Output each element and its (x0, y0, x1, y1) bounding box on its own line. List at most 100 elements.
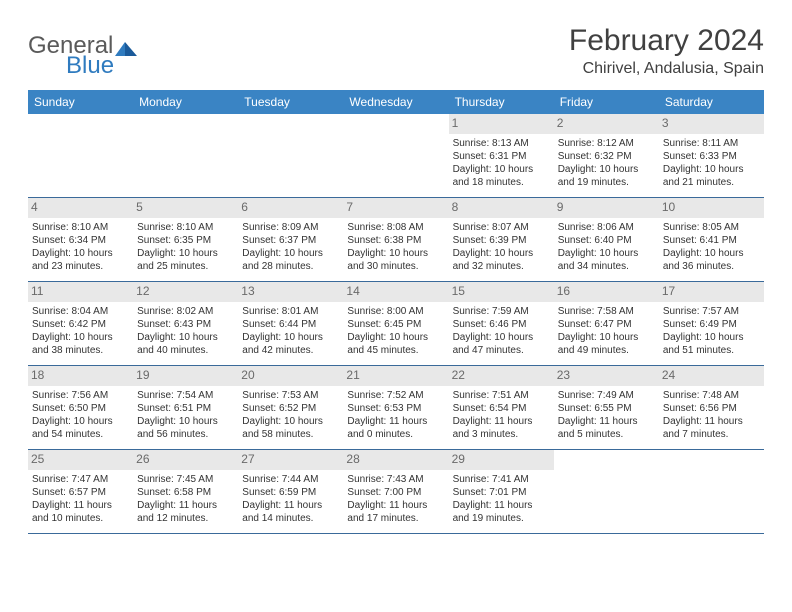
daylight-line: Daylight: 10 hours and 49 minutes. (558, 331, 655, 357)
day-number: 14 (343, 282, 448, 302)
calendar-header-cell: Wednesday (343, 90, 448, 114)
sunset-line: Sunset: 6:38 PM (347, 234, 444, 247)
location-subtitle: Chirivel, Andalusia, Spain (569, 60, 764, 78)
sunset-line: Sunset: 6:31 PM (453, 150, 550, 163)
title-block: February 2024 Chirivel, Andalusia, Spain (569, 24, 764, 78)
day-number: 23 (554, 366, 659, 386)
sunrise-line: Sunrise: 8:12 AM (558, 137, 655, 150)
calendar-header-cell: Thursday (449, 90, 554, 114)
calendar-cell (659, 450, 764, 533)
day-number: 13 (238, 282, 343, 302)
sunset-line: Sunset: 7:01 PM (453, 486, 550, 499)
daylight-line: Daylight: 10 hours and 42 minutes. (242, 331, 339, 357)
calendar-row: 4Sunrise: 8:10 AMSunset: 6:34 PMDaylight… (28, 198, 764, 282)
calendar-cell: 15Sunrise: 7:59 AMSunset: 6:46 PMDayligh… (449, 282, 554, 365)
sunset-line: Sunset: 6:41 PM (663, 234, 760, 247)
sunrise-line: Sunrise: 7:41 AM (453, 473, 550, 486)
calendar-cell: 28Sunrise: 7:43 AMSunset: 7:00 PMDayligh… (343, 450, 448, 533)
calendar-cell (343, 114, 448, 197)
daylight-line: Daylight: 11 hours and 7 minutes. (663, 415, 760, 441)
calendar-cell: 27Sunrise: 7:44 AMSunset: 6:59 PMDayligh… (238, 450, 343, 533)
calendar-cell: 29 Sunrise: 7:41 AMSunset: 7:01 PMDayligh… (449, 450, 554, 533)
sunrise-line: Sunrise: 7:56 AM (32, 389, 129, 402)
daylight-line: Daylight: 10 hours and 58 minutes. (242, 415, 339, 441)
day-number: 4 (28, 198, 133, 218)
day-number: 18 (28, 366, 133, 386)
day-number: 20 (238, 366, 343, 386)
logo: GeneralBlue (28, 24, 137, 80)
daylight-line: Daylight: 11 hours and 3 minutes. (453, 415, 550, 441)
calendar-cell: 6Sunrise: 8:09 AMSunset: 6:37 PMDaylight… (238, 198, 343, 281)
day-number: 25 (28, 450, 133, 470)
daylight-line: Daylight: 10 hours and 36 minutes. (663, 247, 760, 273)
day-number: 26 (133, 450, 238, 470)
calendar-cell: 23Sunrise: 7:49 AMSunset: 6:55 PMDayligh… (554, 366, 659, 449)
sunrise-line: Sunrise: 7:44 AM (242, 473, 339, 486)
sunset-line: Sunset: 6:46 PM (453, 318, 550, 331)
day-number: 3 (659, 114, 764, 134)
sunset-line: Sunset: 6:52 PM (242, 402, 339, 415)
sunrise-line: Sunrise: 7:58 AM (558, 305, 655, 318)
calendar-cell: 20Sunrise: 7:53 AMSunset: 6:52 PMDayligh… (238, 366, 343, 449)
daylight-line: Daylight: 10 hours and 25 minutes. (137, 247, 234, 273)
calendar-cell (554, 450, 659, 533)
day-number: 17 (659, 282, 764, 302)
day-number: 12 (133, 282, 238, 302)
sunset-line: Sunset: 6:32 PM (558, 150, 655, 163)
logo-triangle2-icon (125, 42, 137, 56)
sunrise-line: Sunrise: 8:04 AM (32, 305, 129, 318)
day-number: 29 (449, 450, 554, 470)
daylight-line: Daylight: 10 hours and 56 minutes. (137, 415, 234, 441)
calendar-cell: 9Sunrise: 8:06 AMSunset: 6:40 PMDaylight… (554, 198, 659, 281)
day-number: 21 (343, 366, 448, 386)
sunset-line: Sunset: 6:44 PM (242, 318, 339, 331)
sunset-line: Sunset: 6:37 PM (242, 234, 339, 247)
calendar-grid: SundayMondayTuesdayWednesdayThursdayFrid… (28, 90, 764, 534)
day-number: 9 (554, 198, 659, 218)
calendar-cell: 14Sunrise: 8:00 AMSunset: 6:45 PMDayligh… (343, 282, 448, 365)
sunset-line: Sunset: 6:57 PM (32, 486, 129, 499)
daylight-line: Daylight: 10 hours and 51 minutes. (663, 331, 760, 357)
daylight-line: Daylight: 10 hours and 38 minutes. (32, 331, 129, 357)
sunrise-line: Sunrise: 7:51 AM (453, 389, 550, 402)
day-number: 6 (238, 198, 343, 218)
sunset-line: Sunset: 6:42 PM (32, 318, 129, 331)
daylight-line: Daylight: 11 hours and 10 minutes. (32, 499, 129, 525)
calendar-cell: 7Sunrise: 8:08 AMSunset: 6:38 PMDaylight… (343, 198, 448, 281)
daylight-line: Daylight: 11 hours and 19 minutes. (453, 499, 550, 525)
daylight-line: Daylight: 10 hours and 34 minutes. (558, 247, 655, 273)
calendar-cell: 5Sunrise: 8:10 AMSunset: 6:35 PMDaylight… (133, 198, 238, 281)
sunset-line: Sunset: 6:49 PM (663, 318, 760, 331)
day-number: 24 (659, 366, 764, 386)
daylight-line: Daylight: 11 hours and 5 minutes. (558, 415, 655, 441)
calendar-header-cell: Monday (133, 90, 238, 114)
sunset-line: Sunset: 6:34 PM (32, 234, 129, 247)
calendar-cell: 1Sunrise: 8:13 AMSunset: 6:31 PMDaylight… (449, 114, 554, 197)
calendar-row: 18Sunrise: 7:56 AMSunset: 6:50 PMDayligh… (28, 366, 764, 450)
day-number: 8 (449, 198, 554, 218)
calendar-cell: 24Sunrise: 7:48 AMSunset: 6:56 PMDayligh… (659, 366, 764, 449)
logo-text-blue: Blue (66, 52, 137, 80)
calendar-header-cell: Saturday (659, 90, 764, 114)
daylight-line: Daylight: 11 hours and 12 minutes. (137, 499, 234, 525)
sunset-line: Sunset: 6:51 PM (137, 402, 234, 415)
sunrise-line: Sunrise: 8:05 AM (663, 221, 760, 234)
calendar-cell: 3Sunrise: 8:11 AMSunset: 6:33 PMDaylight… (659, 114, 764, 197)
daylight-line: Daylight: 10 hours and 40 minutes. (137, 331, 234, 357)
sunrise-line: Sunrise: 7:45 AM (137, 473, 234, 486)
daylight-line: Daylight: 10 hours and 23 minutes. (32, 247, 129, 273)
header-row: GeneralBlue February 2024 Chirivel, Anda… (28, 24, 764, 80)
calendar-row: 1Sunrise: 8:13 AMSunset: 6:31 PMDaylight… (28, 114, 764, 198)
sunset-line: Sunset: 6:55 PM (558, 402, 655, 415)
day-number: 19 (133, 366, 238, 386)
sunrise-line: Sunrise: 8:13 AM (453, 137, 550, 150)
day-number: 15 (449, 282, 554, 302)
sunset-line: Sunset: 6:58 PM (137, 486, 234, 499)
calendar-cell: 17Sunrise: 7:57 AMSunset: 6:49 PMDayligh… (659, 282, 764, 365)
sunset-line: Sunset: 6:56 PM (663, 402, 760, 415)
sunrise-line: Sunrise: 8:11 AM (663, 137, 760, 150)
daylight-line: Daylight: 10 hours and 19 minutes. (558, 163, 655, 189)
sunset-line: Sunset: 6:59 PM (242, 486, 339, 499)
day-number: 5 (133, 198, 238, 218)
daylight-line: Daylight: 11 hours and 17 minutes. (347, 499, 444, 525)
